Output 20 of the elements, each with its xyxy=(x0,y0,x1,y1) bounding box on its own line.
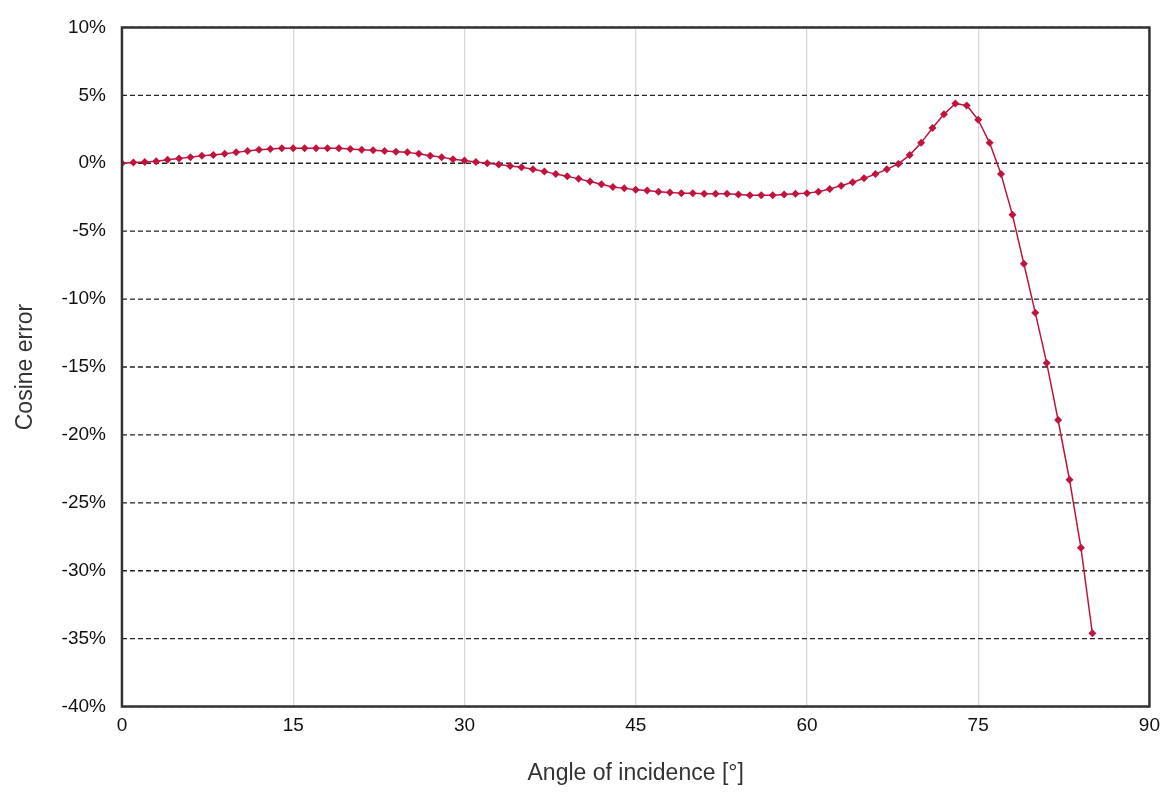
y-tick-label: -25% xyxy=(61,491,107,513)
x-axis-title: Angle of incidence [°] xyxy=(527,758,744,785)
y-tick-label: -15% xyxy=(61,355,107,377)
y-tick-label: -5% xyxy=(72,219,107,241)
x-tick-label: 60 xyxy=(796,714,818,736)
x-tick-label: 30 xyxy=(453,714,476,736)
x-tick-label: 15 xyxy=(282,714,304,736)
y-tick-label: 0% xyxy=(78,151,107,173)
x-tick-label: 75 xyxy=(967,714,989,736)
y-tick-label: 5% xyxy=(78,83,107,105)
y-tick-label: -10% xyxy=(61,287,107,309)
y-tick-label: -35% xyxy=(61,626,107,648)
x-tick-label: 45 xyxy=(625,714,647,736)
y-axis-title: Cosine error xyxy=(11,303,38,431)
x-tick-label: 0 xyxy=(116,714,128,736)
y-tick-label: -40% xyxy=(61,694,107,716)
y-tick-label: -30% xyxy=(61,558,107,580)
x-tick-label: 90 xyxy=(1138,714,1160,736)
y-tick-label: 10% xyxy=(67,15,107,37)
y-tick-label: -20% xyxy=(61,423,107,445)
